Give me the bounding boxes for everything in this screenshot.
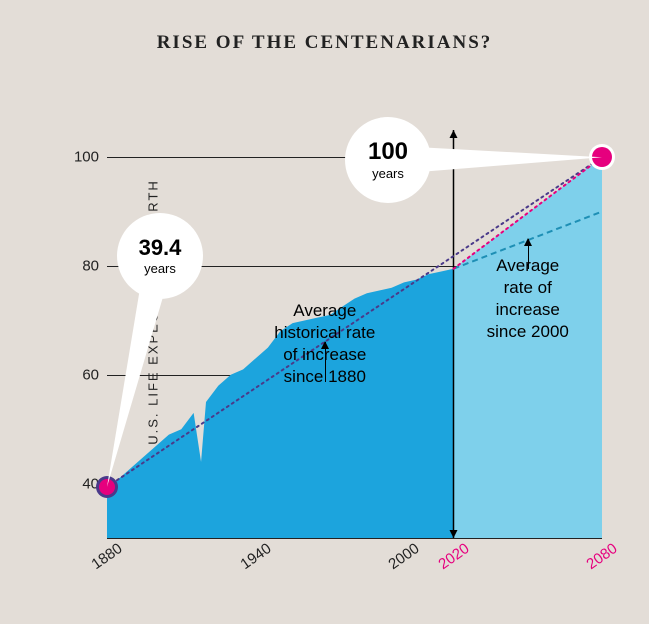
xtick-label: 1940	[237, 540, 274, 573]
chart-title: RISE OF THE CENTENARIANS?	[0, 32, 649, 54]
x-axis-line	[107, 538, 602, 539]
callout-unit: years	[372, 166, 404, 181]
ytick-label: 80	[82, 258, 99, 275]
callout-value: 100	[368, 140, 408, 164]
xtick-label: 2080	[583, 540, 620, 573]
xtick-label: 1880	[88, 540, 125, 573]
xtick-label: 2020	[435, 540, 472, 573]
ytick-label: 40	[82, 475, 99, 492]
ytick-label: 60	[82, 366, 99, 383]
callout-unit: years	[144, 261, 176, 276]
xtick-label: 2000	[385, 540, 422, 573]
ytick-label: 100	[74, 149, 99, 166]
callout-start: 39.4 years	[117, 213, 203, 299]
callout-end: 100 years	[345, 117, 431, 203]
chart-container: RISE OF THE CENTENARIANS? U.S. LIFE EXPE…	[0, 0, 649, 624]
callout-pointers-svg	[107, 130, 602, 538]
callout-value: 39.4	[139, 237, 182, 259]
plot-area: 4060801001880194020002020208039.4years10…	[107, 130, 602, 538]
